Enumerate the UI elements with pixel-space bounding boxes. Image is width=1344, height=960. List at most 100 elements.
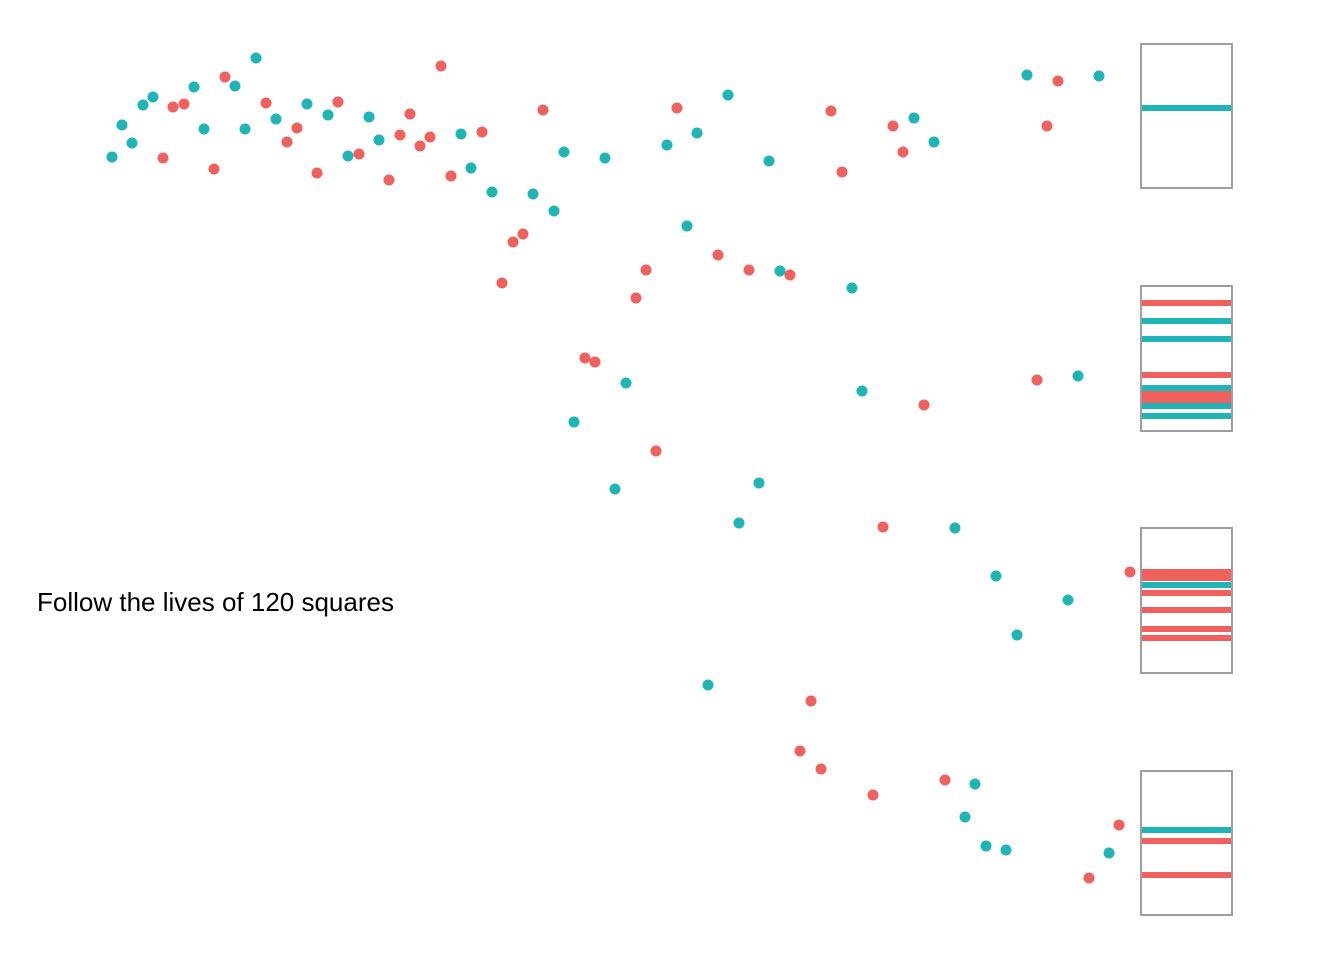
scatter-point xyxy=(342,150,354,162)
scatter-point xyxy=(928,136,940,148)
scatter-point xyxy=(465,162,477,174)
scatter-point xyxy=(568,416,580,428)
scatter-point xyxy=(753,477,765,489)
scatter-point xyxy=(394,129,406,141)
scatter-point xyxy=(1031,374,1043,386)
scatter-point xyxy=(980,840,992,852)
scatter-point xyxy=(558,146,570,158)
scatter-point xyxy=(208,163,220,175)
scatter-point xyxy=(178,98,190,110)
scatter-point xyxy=(743,264,755,276)
scatter-point xyxy=(414,140,426,152)
scatter-points xyxy=(106,52,1136,884)
scatter-point xyxy=(147,91,159,103)
scatter-point xyxy=(671,102,683,114)
scatter-point xyxy=(537,104,549,116)
scatter-point xyxy=(856,385,868,397)
group-box-3 xyxy=(1140,527,1233,674)
group-boxes xyxy=(1140,43,1233,916)
scatter-point xyxy=(250,52,262,64)
scatter-point xyxy=(794,745,806,757)
group-box-4 xyxy=(1140,770,1233,916)
scatter-point xyxy=(373,134,385,146)
scatter-point xyxy=(496,277,508,289)
scatter-point xyxy=(609,483,621,495)
scatter-point xyxy=(270,113,282,125)
scatter-point xyxy=(836,166,848,178)
scatter-point xyxy=(712,249,724,261)
scatter-point xyxy=(1052,75,1064,87)
scatter-point xyxy=(291,122,303,134)
scatter-point xyxy=(805,695,817,707)
scatter-point xyxy=(1113,819,1125,831)
scatter-point xyxy=(681,220,693,232)
scatter-point xyxy=(116,119,128,131)
scatter-point xyxy=(1072,370,1084,382)
scatter-point xyxy=(599,152,611,164)
group-box-2 xyxy=(1140,285,1233,432)
scatter-point xyxy=(990,570,1002,582)
scatter-point xyxy=(311,167,323,179)
scatter-point xyxy=(424,131,436,143)
scatter-point xyxy=(640,264,652,276)
scatter-point xyxy=(106,151,118,163)
scatter-point xyxy=(691,127,703,139)
scatter-point xyxy=(157,152,169,164)
scatter-point xyxy=(908,112,920,124)
scatter-point xyxy=(959,811,971,823)
scatter-point xyxy=(1093,70,1105,82)
scatter-point xyxy=(239,123,251,135)
scatter-point xyxy=(353,148,365,160)
scatter-point xyxy=(435,60,447,72)
scatter-point xyxy=(774,265,786,277)
scatter-point xyxy=(825,105,837,117)
scatter-point xyxy=(1021,69,1033,81)
scatter-point xyxy=(1041,120,1053,132)
scatter-point xyxy=(949,522,961,534)
scatter-point xyxy=(763,155,775,167)
scatter-point xyxy=(1103,847,1115,859)
scatter-point xyxy=(260,97,272,109)
scatter-point xyxy=(1011,629,1023,641)
scatter-point xyxy=(188,81,200,93)
scatter-point xyxy=(661,139,673,151)
scatter-point xyxy=(301,98,313,110)
scatter-point xyxy=(322,109,334,121)
scatter-point xyxy=(383,174,395,186)
scatter-point xyxy=(939,774,951,786)
scatter-point xyxy=(877,521,889,533)
scatter-point xyxy=(846,282,858,294)
scatter-point xyxy=(918,399,930,411)
scatter-point xyxy=(620,377,632,389)
scatter-point xyxy=(1000,844,1012,856)
scatter-point xyxy=(1062,594,1074,606)
box-frame xyxy=(1140,770,1233,916)
scatter-point xyxy=(722,89,734,101)
scatter-point xyxy=(784,269,796,281)
box-frame xyxy=(1140,285,1233,432)
scatter-point xyxy=(1083,872,1095,884)
scatter-point xyxy=(733,517,745,529)
scatter-point xyxy=(137,99,149,111)
scatter-point xyxy=(887,120,899,132)
scatter-point xyxy=(219,71,231,83)
scatter-point xyxy=(630,292,642,304)
box-frame xyxy=(1140,527,1233,674)
scatter-point xyxy=(650,445,662,457)
scatter-point xyxy=(445,170,457,182)
scatter-point xyxy=(517,228,529,240)
scatter-point xyxy=(702,679,714,691)
scatter-point xyxy=(815,763,827,775)
scatter-point xyxy=(167,101,179,113)
scatter-point xyxy=(527,188,539,200)
scatter-point xyxy=(404,108,416,120)
scatter-point xyxy=(1124,566,1136,578)
scatter-point xyxy=(332,96,344,108)
scatter-point xyxy=(281,136,293,148)
group-box-1 xyxy=(1140,43,1233,189)
scatter-point xyxy=(867,789,879,801)
scatter-point xyxy=(229,80,241,92)
scatter-point xyxy=(198,123,210,135)
scatter-point xyxy=(579,352,591,364)
